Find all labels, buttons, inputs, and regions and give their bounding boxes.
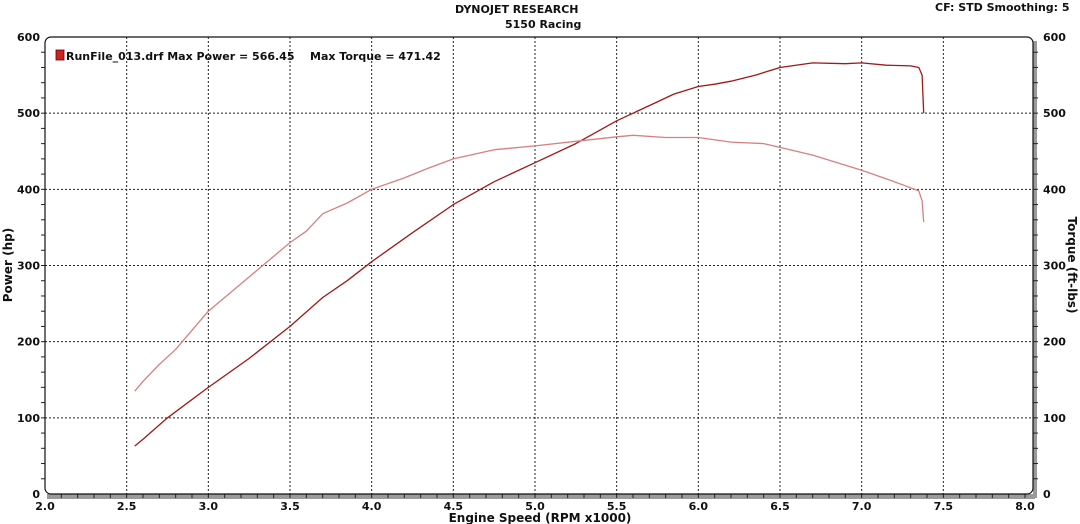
x-tick-label: 6.0: [689, 500, 709, 513]
y-tick-label-left: 200: [17, 336, 40, 349]
settings-label: CF: STD Smoothing: 5: [935, 1, 1070, 14]
y-tick-label-right: 200: [1043, 336, 1066, 349]
x-tick-label: 4.5: [444, 500, 464, 513]
x-tick-label: 7.5: [934, 500, 954, 513]
x-tick-label: 5.0: [525, 500, 545, 513]
x-tick-label: 7.0: [852, 500, 872, 513]
power-curve: [134, 62, 925, 447]
y-tick-label-right: 300: [1043, 260, 1066, 273]
torque-curve: [134, 134, 925, 392]
x-tick-label: 2.0: [35, 500, 55, 513]
x-tick-label: 8.0: [1015, 500, 1035, 513]
x-tick-label: 6.5: [770, 500, 790, 513]
legend-torque-text: Max Torque = 471.42: [310, 50, 441, 63]
y-tick-label-left: 500: [17, 107, 40, 120]
y-tick-label-left: 300: [17, 260, 40, 273]
y-tick-label-left: 600: [17, 31, 40, 44]
chart-title: DYNOJET RESEARCH: [455, 3, 579, 16]
x-axis-bar: [47, 494, 1035, 499]
y-tick-label-right: 500: [1043, 107, 1066, 120]
legend: RunFile_013.drf Max Power = 566.45 Max T…: [55, 49, 441, 63]
x-tick-label: 5.5: [607, 500, 627, 513]
y-tick-label-right: 100: [1043, 412, 1066, 425]
y-tick-label-left: 0: [32, 488, 40, 501]
y-tick-label-right: 600: [1043, 31, 1066, 44]
legend-text: RunFile_013.drf Max Power = 566.45: [66, 50, 295, 63]
y-tick-label-right: 0: [1043, 488, 1051, 501]
y-tick-label-left: 100: [17, 412, 40, 425]
y-tick-label-left: 400: [17, 183, 40, 196]
x-tick-label: 4.0: [362, 500, 382, 513]
x-tick-label: 3.5: [280, 500, 300, 513]
x-tick-label: 3.0: [199, 500, 219, 513]
x-tick-label: 2.5: [117, 500, 137, 513]
y-axis-label-left: Power (hp): [1, 228, 15, 302]
y-axis-label-right: Torque (ft-lbs): [1065, 217, 1079, 314]
x-axis-label: Engine Speed (RPM x1000): [449, 511, 632, 524]
y-axis-bar-right: [1033, 41, 1037, 498]
plot-frame: [44, 36, 1034, 495]
legend-swatch: [55, 49, 65, 61]
y-tick-label-right: 400: [1043, 183, 1066, 196]
chart-subtitle: 5150 Racing: [505, 18, 582, 31]
